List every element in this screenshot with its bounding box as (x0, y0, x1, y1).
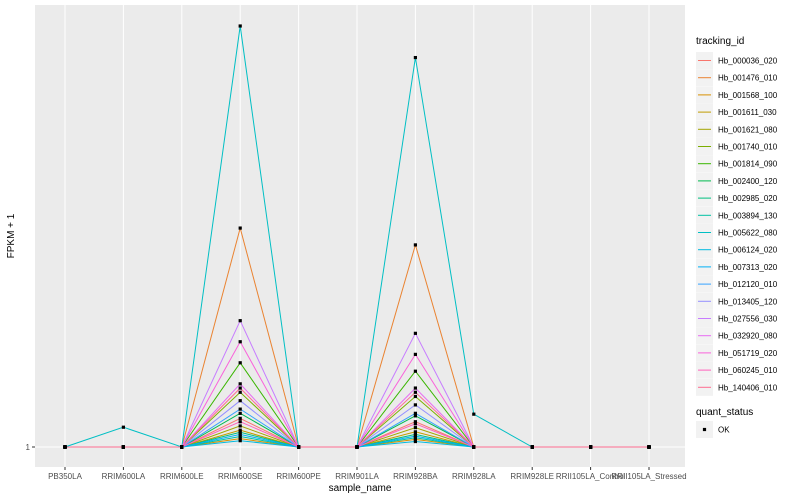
x-axis: PB350LA RRIM600LA RRIM600LE RRIM600SE RRIM60… (48, 467, 687, 481)
data-point (647, 445, 651, 449)
data-point (413, 437, 417, 442)
legend-label: Hb_000036_020 (718, 57, 778, 66)
x-tick-label: PB350LA (48, 472, 82, 481)
data-point (238, 319, 242, 323)
legend-label: Hb_140406_010 (718, 383, 778, 392)
legend-label: Hb_001621_080 (718, 125, 778, 134)
x-tick-label: RRIM600SE (218, 472, 262, 481)
legend-label: Hb_001611_030 (718, 108, 777, 117)
data-point (413, 420, 417, 424)
legend-label: Hb_002985_020 (718, 194, 778, 203)
data-point (413, 430, 417, 434)
data-point (238, 420, 242, 424)
legend-label: Hb_027556_030 (718, 315, 778, 324)
data-point (413, 352, 417, 356)
x-tick-label: RRIM928LA (452, 472, 496, 481)
legend-label: Hb_003894_130 (718, 211, 778, 220)
data-point (413, 243, 417, 247)
x-tick-label: RRIM600PE (276, 472, 320, 481)
x-axis-title: sample_name (329, 483, 392, 494)
data-point (413, 55, 417, 60)
x-tick-label: RRIM928LE (510, 472, 554, 481)
legend-label: Hb_002400_120 (718, 177, 778, 186)
legend-label: Hb_032920_080 (718, 332, 778, 341)
data-point (530, 445, 534, 449)
data-point (413, 369, 417, 373)
legend: tracking_id Hb_000036_020Hb_001476_010Hb… (696, 36, 778, 438)
x-tick-label: RRIM901LA (335, 472, 379, 481)
shape-legend-title: quant_status (696, 407, 753, 418)
legend-label: Hb_001568_100 (718, 91, 778, 100)
data-point (238, 434, 242, 439)
data-point (238, 424, 242, 428)
legend-items: Hb_000036_020 Hb_001476_010 Hb_001568_100 H… (696, 52, 778, 396)
data-point (297, 445, 301, 449)
data-point (413, 432, 417, 436)
data-point (238, 24, 242, 28)
x-tick-label: RRIM600LA (102, 472, 146, 481)
data-point (238, 386, 242, 390)
data-point (238, 416, 242, 420)
data-point (413, 411, 417, 415)
legend-label: Hb_012120_010 (718, 280, 778, 289)
data-point (413, 414, 417, 418)
plot-panel (35, 5, 685, 467)
data-point (238, 399, 242, 403)
shape-legend-label: OK (718, 426, 730, 435)
data-point (238, 439, 242, 443)
data-point (413, 390, 417, 394)
data-point (238, 430, 242, 434)
data-point (121, 425, 125, 429)
data-point (238, 407, 242, 411)
legend-label: Hb_001814_090 (718, 160, 778, 169)
x-tick-label: RRIM600LE (160, 472, 204, 481)
data-point (238, 411, 242, 415)
x-tick-label: RRIM928BA (393, 472, 438, 481)
data-point (413, 386, 417, 390)
data-point (413, 422, 417, 426)
data-point (238, 432, 242, 436)
data-point (413, 436, 417, 440)
data-point (238, 382, 242, 386)
legend-label: Hb_005622_080 (718, 229, 778, 238)
legend-label: Hb_051719_020 (718, 349, 778, 358)
data-point (238, 436, 242, 441)
data-point (180, 445, 184, 449)
data-point (238, 390, 242, 394)
x-tick-label: RRII105LA_Stressed (611, 472, 686, 481)
data-point (63, 445, 67, 449)
legend-label: Hb_007313_020 (718, 263, 778, 272)
data-points (63, 24, 651, 449)
data-point (238, 226, 242, 230)
data-point (472, 445, 476, 449)
data-point (413, 426, 417, 430)
shape-legend-key-point (702, 427, 707, 432)
data-point (413, 394, 417, 399)
y-tick-label: 1 (26, 443, 31, 452)
legend-label: Hb_001740_010 (718, 143, 778, 152)
legend-label: Hb_001476_010 (718, 74, 778, 83)
data-point (238, 428, 242, 432)
data-point (413, 439, 417, 444)
y-axis-title: FPKM + 1 (6, 213, 17, 258)
y-axis: 1 (26, 443, 35, 452)
data-point (238, 340, 242, 344)
data-point (238, 361, 242, 365)
data-point (413, 434, 417, 438)
shape-legend-items: OK (696, 421, 730, 438)
legend-label: Hb_060245_010 (718, 366, 778, 375)
legend-label: Hb_013405_120 (718, 297, 778, 306)
data-point (121, 445, 125, 449)
data-point (589, 445, 593, 449)
data-point (472, 412, 476, 416)
data-point (355, 445, 359, 449)
data-point (413, 403, 417, 407)
legend-label: Hb_006124_020 (718, 246, 778, 255)
x-tick-label: RRII105LA_Control (556, 472, 626, 481)
data-point (413, 331, 417, 335)
legend-title: tracking_id (696, 36, 744, 47)
